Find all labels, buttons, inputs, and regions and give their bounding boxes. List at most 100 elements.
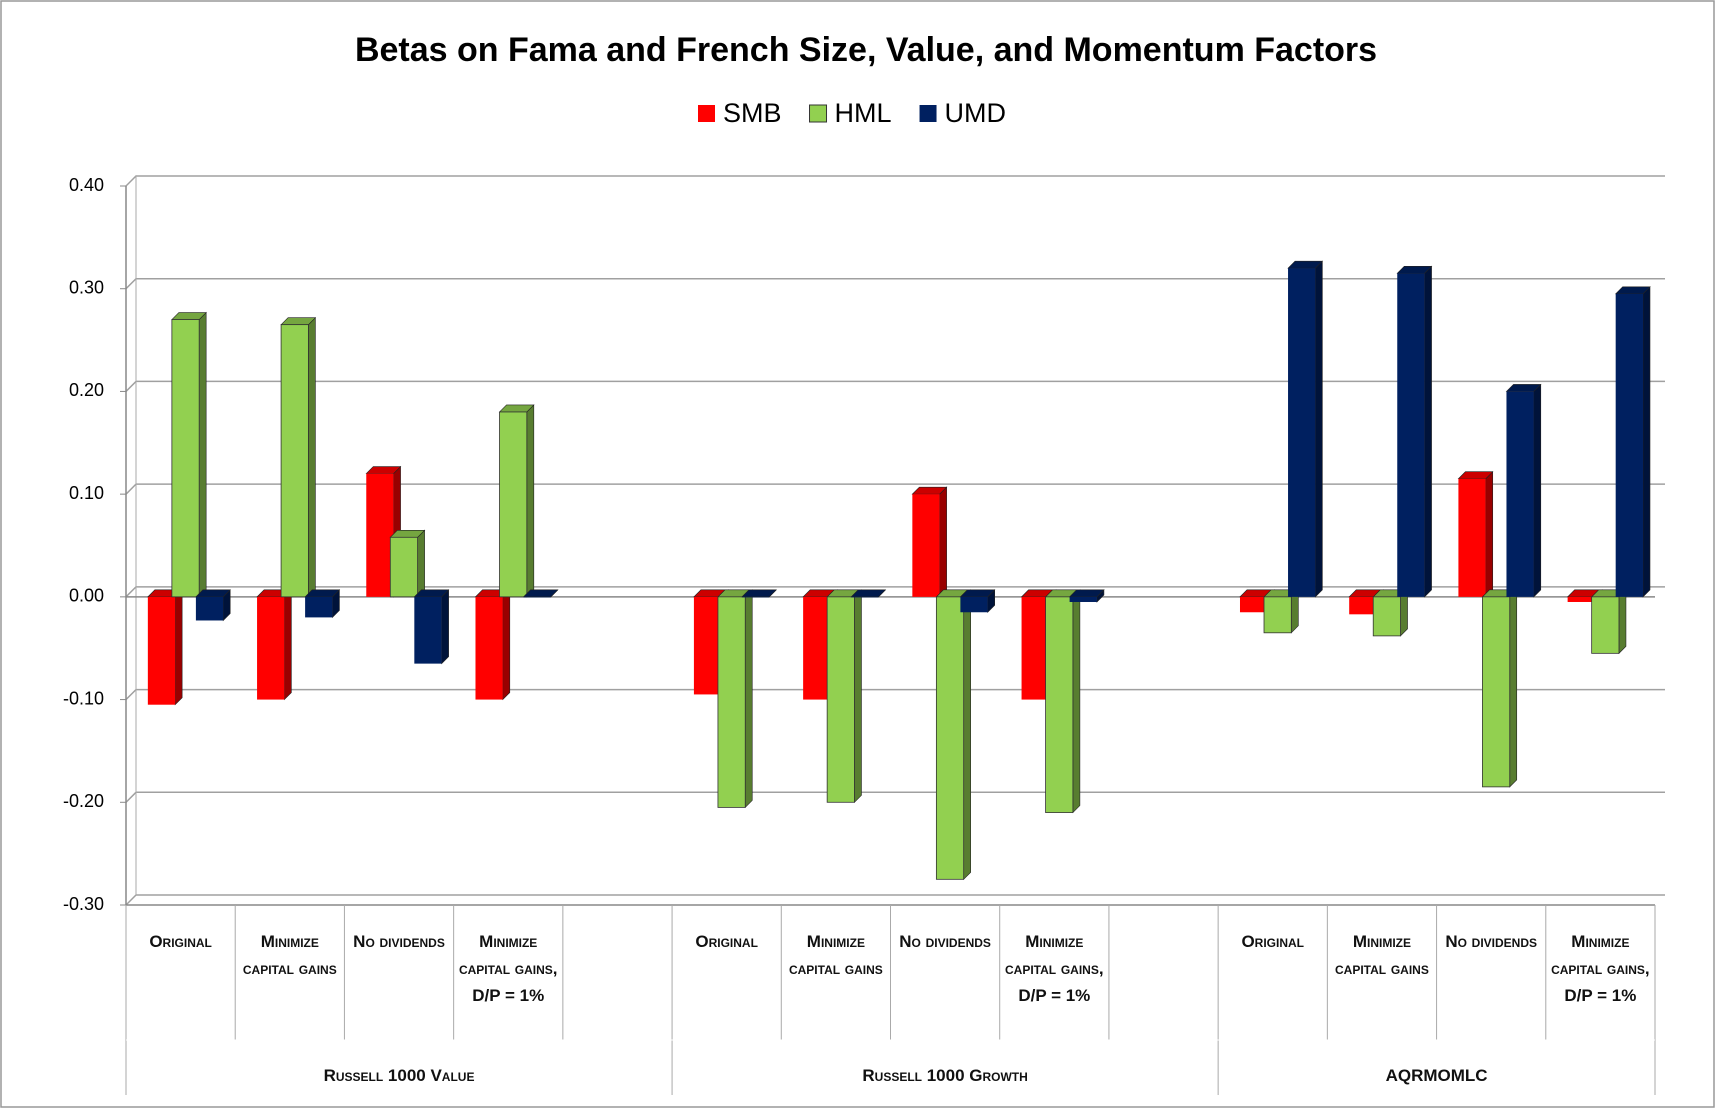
bar-front: [717, 596, 746, 808]
bar-side: [284, 589, 292, 701]
bar: [1614, 286, 1651, 598]
bar-front: [171, 319, 200, 598]
bar-front: [257, 596, 285, 700]
x-tick-label: Minimize capital gains, D/P = 1%: [1005, 932, 1104, 1005]
bar: [195, 589, 231, 622]
bar: [522, 589, 559, 598]
bar-front: [1263, 596, 1292, 634]
legend-swatch: [919, 105, 937, 122]
grid-line: [125, 175, 1665, 187]
grid-line: [125, 688, 1665, 701]
bar-front: [523, 596, 551, 598]
bar-front: [1239, 596, 1268, 613]
bar-side: [744, 589, 753, 809]
bar: [741, 589, 777, 598]
y-tick-label: -0.20: [63, 791, 104, 811]
bar-front: [475, 596, 503, 700]
bar-front: [389, 536, 419, 598]
x-tick-label: Minimize capital gains: [1335, 932, 1429, 978]
bar-front: [1021, 596, 1049, 700]
bar: [1372, 589, 1409, 637]
y-tick-label: -0.30: [63, 894, 104, 914]
bar-front: [1482, 596, 1511, 788]
bar-side: [1509, 589, 1518, 788]
bar-front: [1397, 273, 1425, 597]
bar-side: [502, 589, 511, 701]
bar-front: [1615, 293, 1643, 597]
bar-side: [1642, 286, 1651, 598]
bar-side: [939, 486, 947, 598]
y-tick-label: 0.20: [69, 380, 104, 400]
x-tick-label: Original: [1241, 932, 1305, 951]
x-tick-label: Original: [149, 932, 212, 951]
bar-front: [1045, 596, 1074, 813]
bar: [1396, 265, 1433, 598]
bar: [1457, 471, 1494, 598]
bar: [717, 589, 753, 809]
chart-title: Betas on Fama and French Size, Value, an…: [355, 31, 1377, 69]
bar-front: [147, 596, 176, 705]
bar-front: [912, 494, 940, 597]
bar-front: [803, 596, 831, 700]
bar: [304, 589, 341, 619]
x-tick-label: Minimize capital gains: [788, 932, 883, 978]
bar: [171, 311, 207, 598]
bar-front: [826, 596, 855, 803]
bar-side: [963, 589, 971, 881]
x-tick-label: Minimize capital gains, D/P = 1%: [1551, 932, 1650, 1005]
group-label: Russell 1000 Growth: [862, 1066, 1028, 1085]
bar: [959, 589, 996, 613]
x-tick-label: No dividends: [353, 932, 445, 951]
legend-swatch: [809, 104, 828, 123]
y-tick-label: 0.30: [69, 277, 104, 297]
bar: [935, 589, 972, 881]
bar: [389, 529, 426, 598]
grid-line: [125, 894, 1665, 906]
bar-side: [198, 311, 207, 598]
bar-side: [441, 589, 449, 665]
legend-label: HML: [835, 98, 892, 128]
legend-swatch: [698, 105, 715, 122]
bar-front: [960, 596, 988, 613]
bar: [826, 589, 863, 804]
bar-front: [499, 411, 528, 598]
bar: [1481, 589, 1518, 788]
bar-front: [305, 596, 333, 618]
bar: [1287, 260, 1324, 598]
bar-front: [741, 596, 770, 598]
y-tick-label: 0.10: [69, 483, 104, 503]
bar-side: [1072, 589, 1081, 814]
bar-front: [414, 596, 442, 664]
grid-line: [125, 586, 1665, 598]
bar-front: [195, 596, 224, 621]
bar-side: [1533, 383, 1542, 598]
bar-side: [308, 316, 316, 598]
bar-front: [1567, 596, 1595, 602]
x-tick-label: No dividends: [899, 932, 991, 951]
group-label: AQRMOMLC: [1385, 1066, 1488, 1085]
bar: [413, 589, 450, 665]
legend: SMB HML UMD: [698, 98, 1006, 128]
bar: [1590, 589, 1627, 655]
x-tick-label: Minimize capital gains, D/P = 1%: [458, 932, 558, 1005]
bar: [850, 589, 887, 598]
bar-front: [1288, 268, 1316, 597]
bar-side: [1424, 265, 1432, 598]
bar-front: [1069, 596, 1097, 602]
bar-front: [1349, 596, 1377, 615]
bar: [256, 589, 293, 701]
bar: [1068, 589, 1105, 603]
bar: [280, 316, 317, 598]
bar-side: [1315, 260, 1323, 598]
bar: [498, 404, 535, 598]
x-tick-label: Minimize capital gains: [242, 932, 337, 978]
x-tick-label: Original: [695, 932, 758, 951]
bar-front: [1372, 596, 1401, 637]
y-tick-label: -0.10: [63, 688, 104, 708]
y-tick-label: 0.40: [69, 175, 104, 195]
bar-side: [174, 589, 183, 706]
bar: [1044, 589, 1081, 814]
